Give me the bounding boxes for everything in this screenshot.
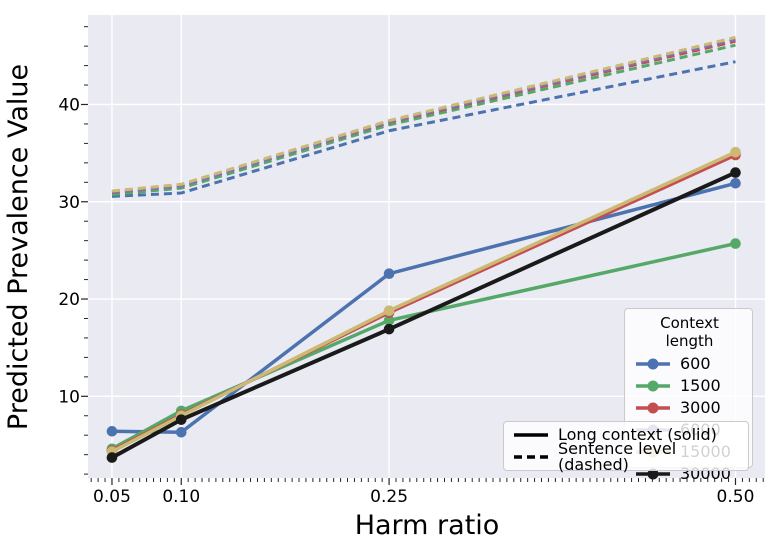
legend-entry-600: 600 [635, 353, 744, 375]
series-600-marker [730, 177, 741, 189]
x-tick-label: 0.10 [162, 487, 200, 507]
y-axis-label: Predicted Prevalence Value [3, 64, 34, 430]
legend-entry-1500: 1500 [635, 375, 744, 397]
y-tick-label: 10 [58, 387, 80, 407]
legend-entry-label: 1500 [680, 376, 721, 395]
solid-line-swatch [636, 380, 670, 392]
series-30000-marker [730, 167, 741, 178]
solid-line-swatch [514, 433, 548, 437]
axis-ticks [81, 26, 764, 485]
series-600-dashed-line [111, 60, 736, 198]
series-30000-solid-line [109, 170, 738, 460]
x-tick-label: 0.05 [93, 487, 131, 507]
gridlines [88, 15, 765, 478]
series-15000-marker [730, 146, 741, 158]
legend-entry-label: Sentence level (dashed) [558, 439, 677, 474]
series-30000-marker [383, 323, 395, 335]
y-tick-label: 30 [58, 193, 80, 213]
series-600-marker [175, 426, 187, 438]
x-axis-label: Harm ratio [355, 510, 500, 541]
series-15000-solid-line [110, 150, 738, 454]
y-tick-label: 40 [58, 95, 80, 115]
legend-entry-label: Long context (solid) [558, 425, 717, 444]
series-1500-marker [383, 315, 395, 326]
solid-line-swatch [636, 402, 670, 414]
x-tick-label: 0.25 [370, 487, 408, 507]
y-tick-label: 20 [58, 290, 80, 310]
series-30000-marker [175, 414, 187, 425]
series-1500-marker [730, 238, 741, 249]
solid-line-swatch [636, 468, 670, 480]
x-tick-label: 0.50 [717, 487, 755, 507]
legend-entry-3000: 3000 [635, 397, 744, 419]
series-600-marker [383, 268, 395, 280]
legend-entry-label: 3000 [680, 398, 721, 417]
series-600-marker [106, 426, 118, 437]
legend-entry-label: 600 [680, 354, 711, 373]
legend-entry-solid: Long context (solid) [513, 424, 740, 446]
series-30000-marker [106, 452, 118, 463]
dashed-line-swatch [514, 455, 548, 459]
legend-entry-dashed: Sentence level (dashed) [513, 441, 740, 473]
series-15000-marker [383, 305, 395, 316]
data-series [106, 35, 741, 463]
legend-line-style: Long context (solid) Sentence level (dash… [503, 421, 749, 473]
solid-line-swatch [636, 358, 670, 370]
legend-title: Context length [660, 314, 719, 350]
tick-labels: 0.05 0.10 0.25 0.50 10 20 30 40 [58, 95, 754, 507]
